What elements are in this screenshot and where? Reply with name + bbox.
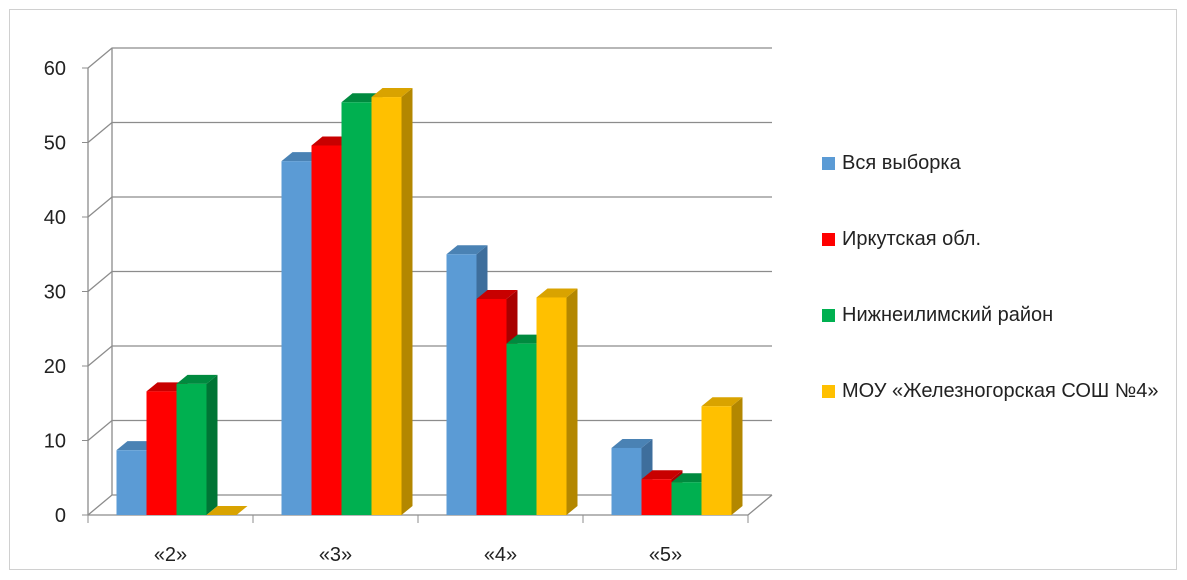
y-tick-label: 20 [44, 356, 66, 378]
legend-item-school: МОУ «Железногорская СОШ №4» [822, 376, 1187, 406]
legend-item-irkutsk: Иркутская обл. [822, 224, 1182, 254]
legend-label: Иркутская обл. [842, 228, 982, 250]
y-tick-label: 0 [55, 505, 66, 527]
bars [116, 88, 743, 516]
gridline [87, 121, 772, 143]
x-category-label: «5» [649, 544, 682, 566]
legend-swatch-red [822, 233, 835, 246]
y-tick-label: 30 [44, 282, 66, 304]
x-category-label: «3» [319, 544, 352, 566]
bar [701, 397, 743, 515]
legend-item-all-sample: Вся выборка [822, 148, 1182, 178]
legend-label: Вся выборка [842, 152, 961, 174]
y-tick-label: 60 [44, 58, 66, 80]
gridline [87, 196, 772, 218]
gridline [87, 345, 772, 367]
gridline [87, 47, 772, 69]
legend-label: МОУ «Железногорская СОШ №4» [842, 380, 1159, 402]
legend-swatch-green [822, 309, 835, 322]
gridline [87, 270, 772, 292]
x-category-label: «2» [154, 544, 187, 566]
bar [206, 506, 248, 515]
y-tick-label: 10 [44, 431, 66, 453]
bar [176, 374, 218, 515]
y-tick-label: 40 [44, 207, 66, 229]
legend-label: Нижнеилимский район [842, 304, 1054, 326]
bar [371, 88, 413, 516]
legend-swatch-gold [822, 385, 835, 398]
legend-item-nizhneilimsk: Нижнеилимский район [822, 300, 1182, 330]
bar [536, 288, 578, 515]
legend: Вся выборка Иркутская обл. Нижнеилимский… [822, 148, 1182, 452]
x-category-label: «4» [484, 544, 517, 566]
legend-swatch-blue [822, 157, 835, 170]
y-tick-label: 50 [44, 133, 66, 155]
y-axis-ticks: 0 10 20 30 40 50 60 [44, 58, 88, 527]
x-axis-categories: «2» «3» «4» «5» [154, 544, 682, 566]
